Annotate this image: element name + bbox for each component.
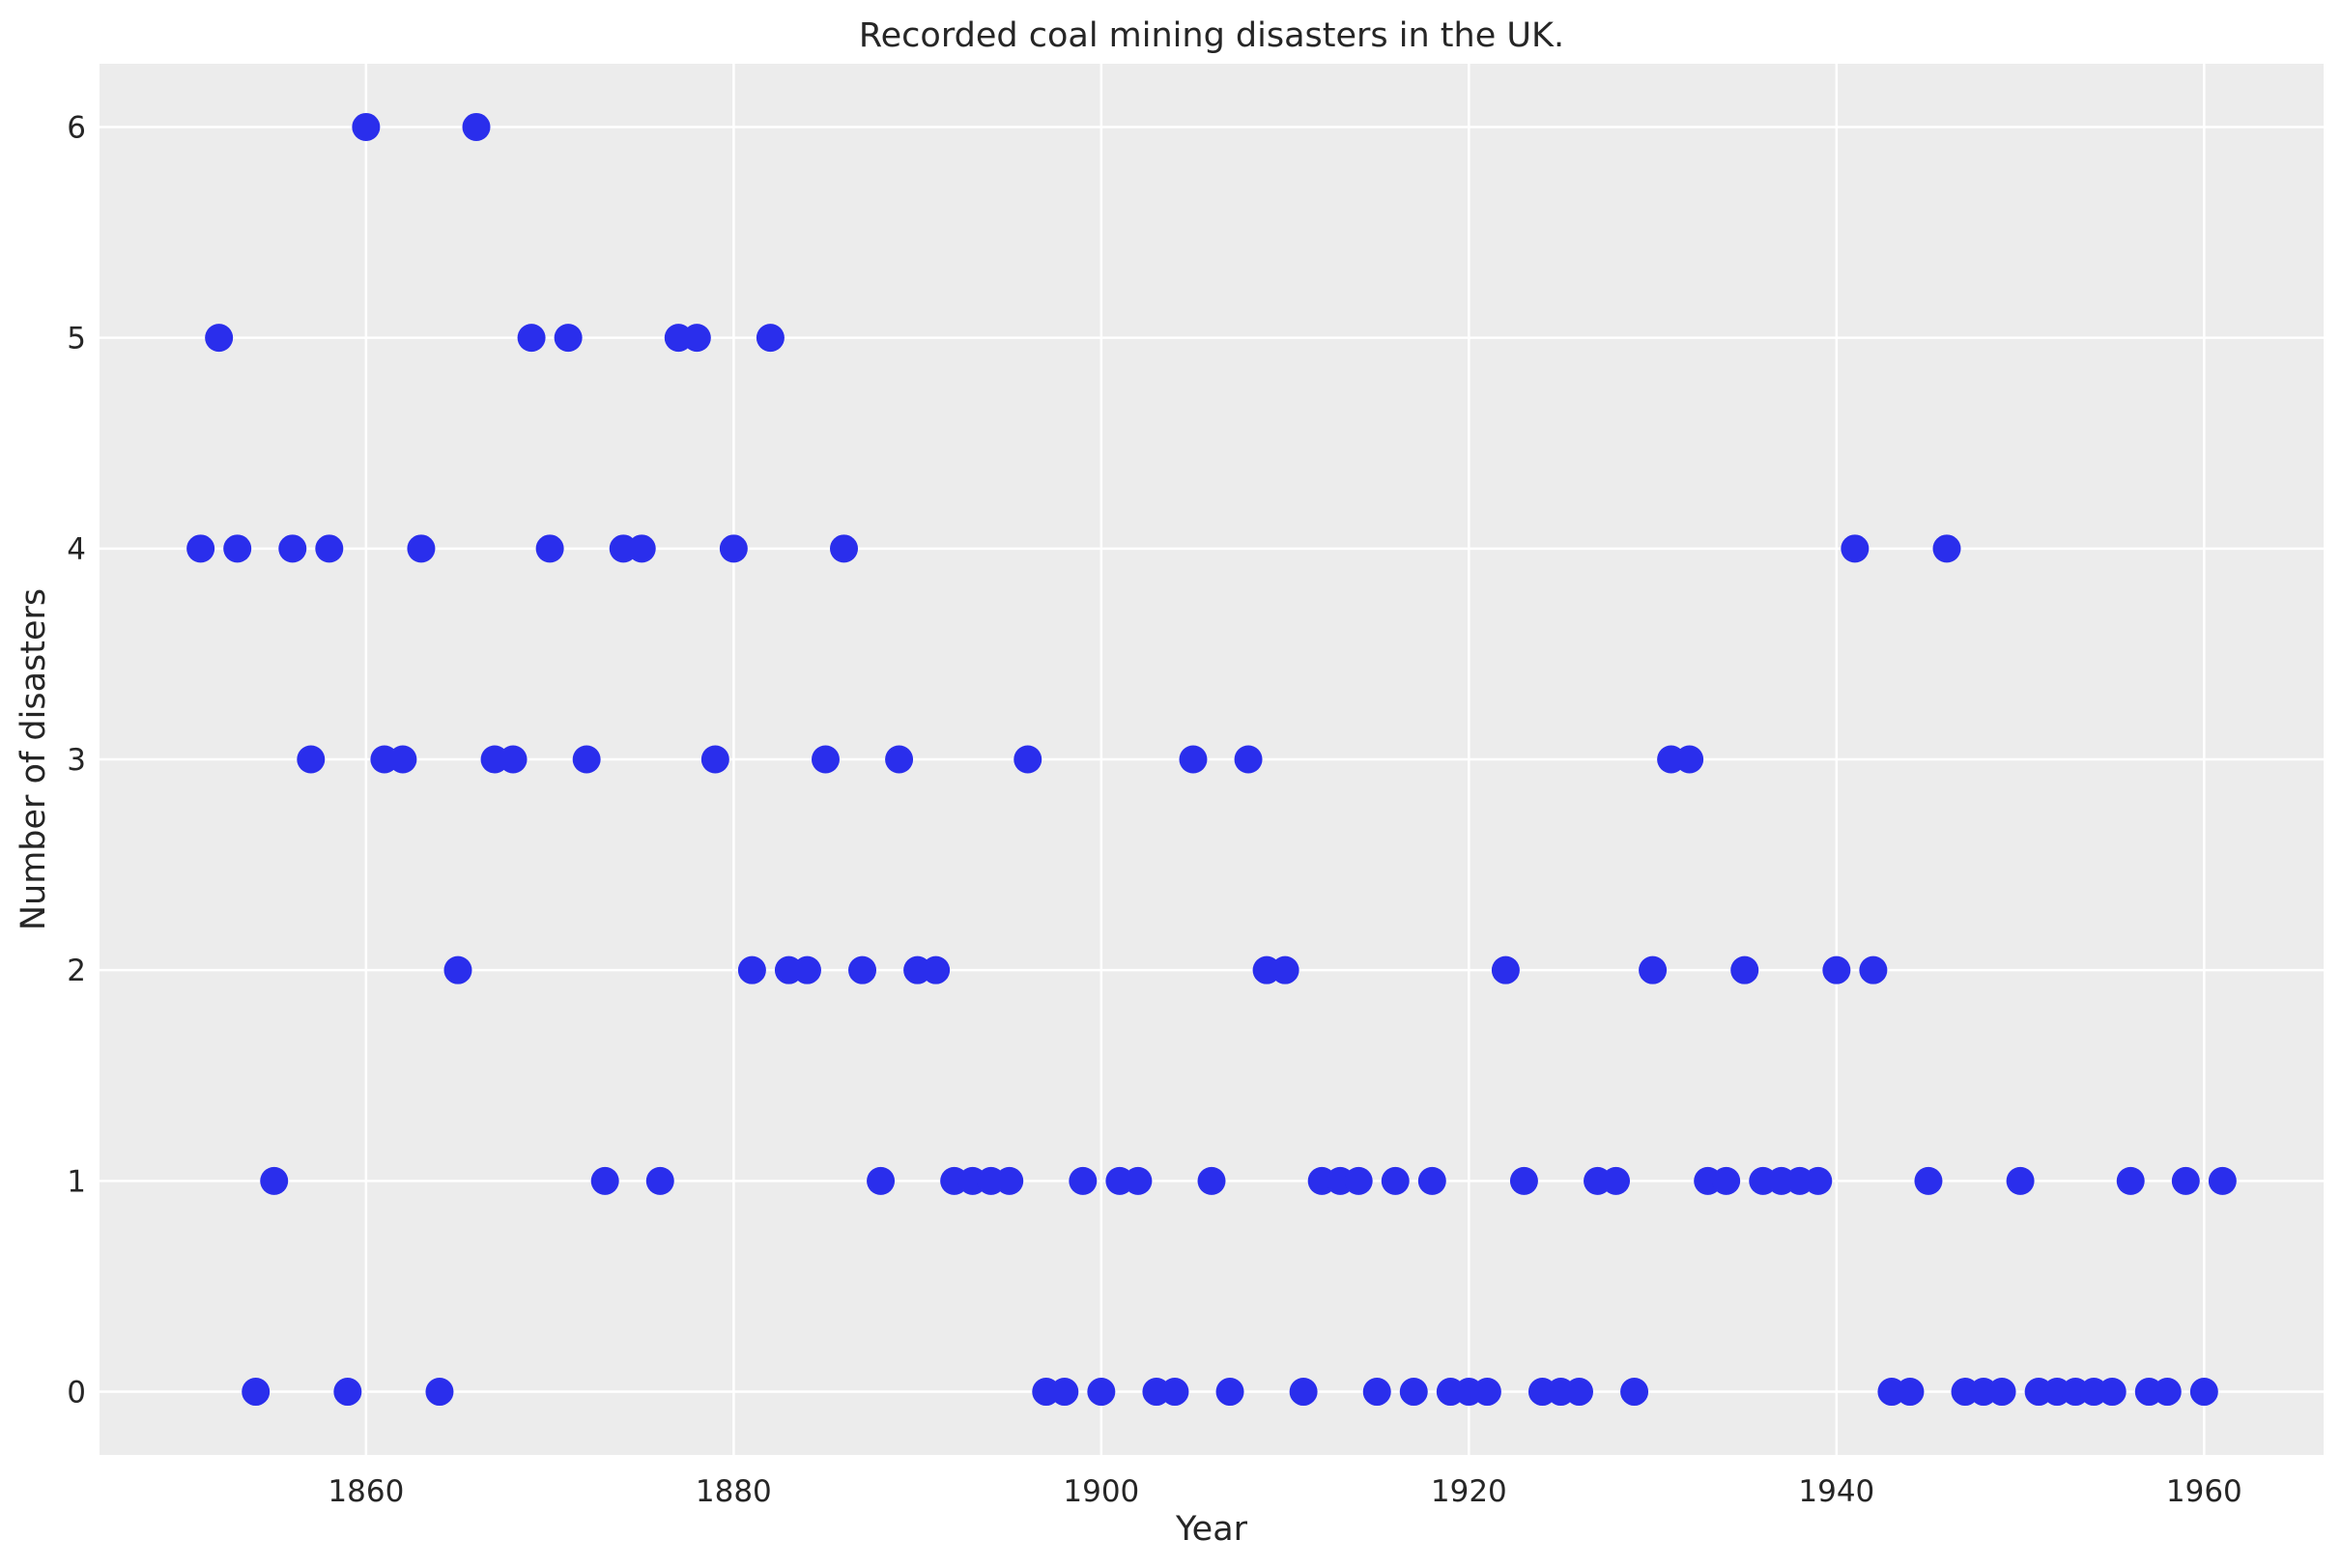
x-tick-label: 1900 [1063, 1474, 1139, 1509]
data-point [590, 1166, 619, 1195]
data-point [1160, 1378, 1189, 1407]
data-point [462, 112, 491, 141]
data-point [499, 745, 528, 774]
data-point [1381, 1166, 1410, 1195]
data-point [572, 745, 601, 774]
data-point [1362, 1378, 1391, 1407]
data-point [554, 324, 583, 353]
data-point [260, 1166, 289, 1195]
data-point [517, 324, 546, 353]
x-tick-label: 1860 [328, 1474, 404, 1509]
x-tick-label: 1940 [1798, 1474, 1874, 1509]
data-point [1602, 1166, 1631, 1195]
data-point [407, 534, 436, 563]
data-point [1013, 745, 1042, 774]
data-point [425, 1378, 454, 1407]
data-point [1822, 955, 1851, 984]
data-point [1344, 1166, 1373, 1195]
data-point [1620, 1378, 1649, 1407]
data-point [756, 324, 785, 353]
data-point [333, 1378, 362, 1407]
chart-title: Recorded coal mining disasters in the UK… [859, 16, 1564, 55]
data-point [1087, 1378, 1116, 1407]
data-point [297, 745, 326, 774]
data-point [223, 534, 252, 563]
data-point [242, 1378, 271, 1407]
data-point [1215, 1378, 1244, 1407]
data-point [1069, 1166, 1098, 1195]
data-point [2208, 1166, 2237, 1195]
y-tick-label: 5 [67, 322, 86, 356]
data-point [535, 534, 564, 563]
data-point [1712, 1166, 1741, 1195]
y-tick-label: 0 [67, 1376, 86, 1411]
data-point [1896, 1378, 1925, 1407]
data-point [867, 1166, 896, 1195]
data-point [1399, 1378, 1428, 1407]
data-point [1639, 955, 1668, 984]
data-point [645, 1166, 674, 1195]
data-point [2098, 1378, 2127, 1407]
data-point [388, 745, 417, 774]
data-point [848, 955, 877, 984]
data-point [1472, 1378, 1501, 1407]
data-point [1730, 955, 1759, 984]
data-point [1491, 955, 1520, 984]
data-point [1675, 745, 1704, 774]
data-point [1914, 1166, 1943, 1195]
data-point [737, 955, 766, 984]
x-tick-label: 1920 [1431, 1474, 1507, 1509]
data-point [792, 955, 821, 984]
data-point [315, 534, 344, 563]
data-point [719, 534, 748, 563]
y-tick-label: 6 [67, 110, 86, 145]
y-axis-label: Number of disasters [14, 588, 53, 930]
data-point [205, 324, 234, 353]
data-point [811, 745, 840, 774]
data-point [443, 955, 472, 984]
data-point [1804, 1166, 1833, 1195]
y-tick-label: 3 [67, 743, 86, 778]
data-point [627, 534, 656, 563]
data-point [186, 534, 215, 563]
data-point [1124, 1166, 1153, 1195]
x-tick-label: 1880 [696, 1474, 772, 1509]
data-point [1564, 1378, 1593, 1407]
data-point [1841, 534, 1870, 563]
data-point [1417, 1166, 1446, 1195]
data-point [2171, 1166, 2200, 1195]
data-point [1289, 1378, 1318, 1407]
data-point [1197, 1166, 1226, 1195]
data-point [1270, 955, 1299, 984]
data-point [700, 745, 729, 774]
data-point [1179, 745, 1208, 774]
data-point [1859, 955, 1888, 984]
y-tick-label: 2 [67, 954, 86, 988]
data-point [1932, 534, 1961, 563]
data-point [2189, 1378, 2218, 1407]
data-point [682, 324, 711, 353]
x-tick-label: 1960 [2166, 1474, 2242, 1509]
data-point [830, 534, 859, 563]
data-point [1509, 1166, 1538, 1195]
data-point [1234, 745, 1263, 774]
data-points [186, 112, 2237, 1407]
y-tick-label: 4 [67, 532, 86, 567]
data-point [278, 534, 307, 563]
x-axis-label: Year [1175, 1510, 1248, 1549]
data-point [885, 745, 914, 774]
data-point [995, 1166, 1024, 1195]
y-tick-label: 1 [67, 1164, 86, 1199]
data-point [2116, 1166, 2145, 1195]
data-point [1987, 1378, 2016, 1407]
x-axis-ticks: 1860 1880 1900 1920 1940 1960 [328, 1474, 2241, 1509]
data-point [1050, 1378, 1079, 1407]
data-point [352, 112, 381, 141]
data-point [2006, 1166, 2035, 1195]
data-point [922, 955, 951, 984]
data-point [2153, 1378, 2182, 1407]
y-axis-ticks: 0 1 2 3 4 5 6 [67, 110, 86, 1410]
